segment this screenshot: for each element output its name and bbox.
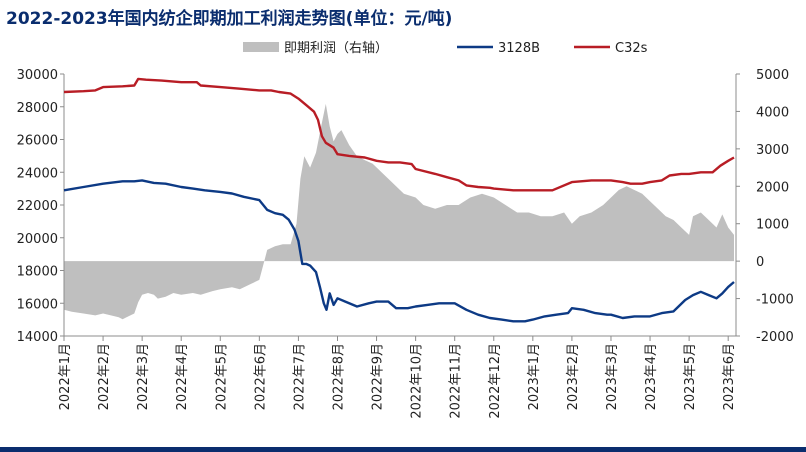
x-tick-label: 2023年3月 <box>605 343 620 410</box>
y-left-tick-label: 22000 <box>17 199 58 214</box>
y-left-tick-label: 30000 <box>17 68 58 83</box>
y-right-tick-label: 3000 <box>756 143 789 158</box>
x-tick-label: 2022年7月 <box>292 343 307 410</box>
y-right-tick-label: 2000 <box>756 180 789 195</box>
y-left-tick-label: 24000 <box>17 166 58 181</box>
x-tick-label: 2022年4月 <box>175 343 190 410</box>
y-left-tick-label: 20000 <box>17 232 58 247</box>
x-tick-label: 2022年11月 <box>449 343 464 419</box>
x-tick-label: 2022年6月 <box>253 343 268 410</box>
profit-area-layer <box>64 103 734 320</box>
y-left-tick-label: 18000 <box>17 265 58 280</box>
x-tick-label: 2022年12月 <box>488 343 503 419</box>
x-tick-label: 2022年10月 <box>410 343 425 419</box>
x-tick-label: 2022年5月 <box>214 343 229 410</box>
x-tick-label: 2022年9月 <box>371 343 386 410</box>
axis-layer <box>60 73 740 341</box>
x-tick-label: 2022年2月 <box>97 343 112 410</box>
x-tick-label: 2023年6月 <box>722 343 737 410</box>
bottom-rule <box>0 447 806 452</box>
x-tick-label: 2022年1月 <box>58 343 73 410</box>
chart-title: 2022-2023年国内纺企即期加工利润走势图(单位：元/吨) <box>6 9 453 29</box>
series-line-3128b <box>63 179 735 323</box>
y-left-tick-label: 28000 <box>17 101 58 116</box>
legend-label: C32s <box>615 41 648 56</box>
legend-label: 即期利润（右轴） <box>284 41 388 56</box>
x-tick-label: 2023年5月 <box>683 343 698 410</box>
y-right-tick-label: 1000 <box>756 218 789 233</box>
x-tick-label: 2023年1月 <box>527 343 542 410</box>
y-right-tick-label: -2000 <box>756 330 794 345</box>
y-right-tick-label: 0 <box>756 255 764 270</box>
legend: 即期利润（右轴） 3128B C32s <box>243 41 648 56</box>
y-left-tick-label: 26000 <box>17 134 58 149</box>
x-tick-label: 2022年8月 <box>331 343 346 410</box>
legend-label: 3128B <box>498 41 540 56</box>
series-area-profit <box>64 103 734 320</box>
series-line-c32s <box>63 77 735 192</box>
y-right-tick-label: 5000 <box>756 68 789 83</box>
x-tick-label: 2023年4月 <box>644 343 659 410</box>
tick-label-layer: 1400016000180002000022000240002600028000… <box>17 68 794 419</box>
x-tick-label: 2022年3月 <box>136 343 151 410</box>
price-line-layer <box>63 77 735 323</box>
y-left-tick-label: 14000 <box>17 330 58 345</box>
y-right-tick-label: -1000 <box>756 293 794 308</box>
legend-swatch-area <box>243 42 279 52</box>
y-right-tick-label: 4000 <box>756 105 789 120</box>
y-left-tick-label: 16000 <box>17 297 58 312</box>
x-tick-label: 2023年2月 <box>566 343 581 410</box>
